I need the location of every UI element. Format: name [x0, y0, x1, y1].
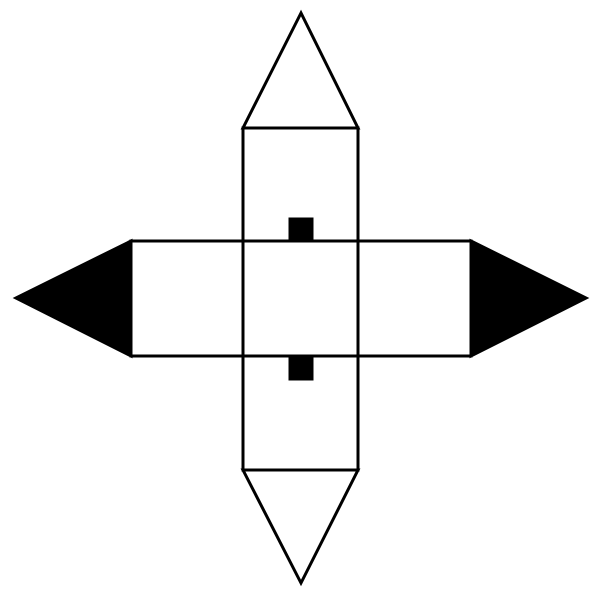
upper-tab: [288, 217, 314, 243]
center-square: [241, 239, 360, 358]
left-rectangle: [129, 239, 245, 358]
right-rectangle: [356, 239, 473, 358]
lower-tab: [288, 356, 314, 381]
